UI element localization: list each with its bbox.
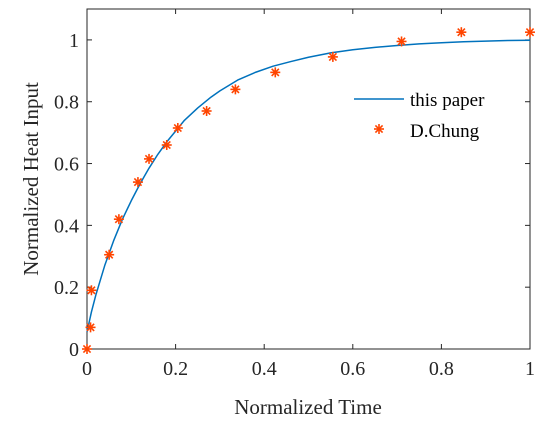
marker-stroke [133,177,143,187]
data-point [396,36,407,47]
x-axis-label: Normalized Time [234,395,382,419]
y-tick-label: 0.8 [54,92,79,114]
plot-frame [86,8,531,350]
marker-stroke [82,344,92,354]
ticks: 0 0.2 0.4 0.6 0.8 1 0 0.2 0.4 0.6 0.8 1 [54,9,535,380]
x-tick-label: 0.8 [429,358,454,380]
legend-box [346,78,522,166]
y-tick-label: 0 [69,339,79,361]
data-point [113,214,124,225]
data-point [201,106,212,116]
legend: this paper D.Chung [346,78,522,166]
data-point [86,285,97,296]
series-layer [82,27,535,354]
marker-stroke [173,123,182,133]
marker-stroke [86,323,95,332]
marker-stroke [328,52,338,62]
y-tick-label: 0.4 [54,215,79,237]
x-tick-label: 0.2 [163,358,188,380]
legend-label-scatter: D.Chung [410,121,480,142]
data-point [172,123,183,133]
data-point [327,51,338,62]
marker-stroke [271,68,280,77]
marker-stroke [374,124,384,134]
y-tick-label: 0.6 [54,154,79,176]
marker-stroke [525,28,535,37]
x-tick-label: 0.4 [252,358,277,380]
x-tick-label: 0.6 [340,358,365,380]
marker-stroke [144,154,154,164]
data-point [144,153,155,164]
y-tick-label: 0.2 [54,277,79,299]
y-tick-label: 1 [69,30,79,52]
marker-stroke [104,250,114,259]
data-point [525,27,535,38]
data-point [230,84,241,95]
data-point [270,67,281,78]
series-scatter-d-chung [82,27,535,354]
marker-stroke [397,37,406,46]
data-point [104,249,115,260]
marker-stroke [231,85,240,94]
x-tick-label: 0 [82,358,92,380]
legend-asterisk-icon [374,124,384,134]
data-point [82,344,92,354]
data-point [456,27,467,38]
marker-stroke [87,286,96,295]
data-point [132,177,143,188]
marker-stroke [457,28,466,37]
data-point [85,322,96,333]
marker-stroke [162,140,171,150]
marker-stroke [114,215,124,224]
y-axis-label: Normalized Heat Input [19,82,43,276]
legend-marker-swatch [374,124,384,134]
x-tick-label: 1 [525,358,535,380]
plot-area [86,8,531,350]
marker-stroke [202,106,211,116]
data-point [161,140,172,150]
legend-label-line: this paper [410,90,485,111]
